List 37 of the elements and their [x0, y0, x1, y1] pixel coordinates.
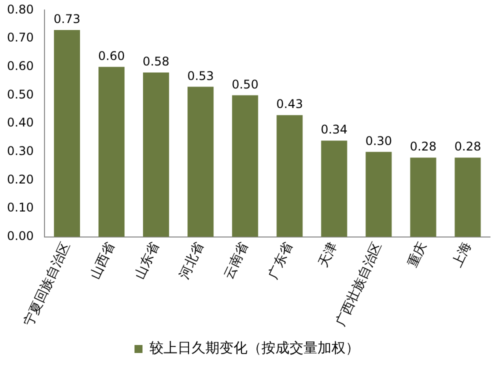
data-label: 0.34 [320, 122, 348, 137]
bar [98, 66, 125, 237]
bar [232, 95, 258, 237]
y-tick-label: 0.40 [7, 116, 34, 130]
data-label: 0.53 [187, 68, 214, 83]
bar [410, 158, 436, 237]
data-label: 0.30 [365, 134, 392, 148]
x-tick-label: 云南省 [222, 240, 252, 282]
data-label: 0.50 [232, 77, 258, 92]
y-tick-label: 0.30 [7, 144, 34, 158]
y-tick-label: 0.80 [7, 2, 34, 16]
y-tick-label: 0.10 [7, 200, 34, 215]
x-tick-label: 山西省 [88, 240, 118, 282]
y-tick-label: 0.50 [7, 87, 34, 102]
bar [188, 86, 214, 237]
x-tick-label: 重庆 [405, 240, 430, 270]
x-tick-label: 天津 [316, 240, 341, 270]
data-label: 0.28 [410, 140, 437, 154]
bar [143, 72, 170, 237]
data-label: 0.28 [454, 140, 482, 154]
data-label: 0.73 [54, 12, 80, 26]
y-tick-label: 0.20 [7, 172, 34, 186]
x-tick-label: 河北省 [177, 240, 208, 282]
x-tick-label: 上海 [450, 240, 474, 270]
y-tick-label: 0.70 [7, 30, 34, 45]
y-tick-label: 0.60 [7, 59, 34, 74]
x-tick-label: 广东省 [266, 240, 296, 282]
bar [276, 115, 303, 237]
data-label: 0.60 [98, 49, 125, 64]
data-label: 0.43 [276, 97, 303, 112]
x-tick-label: 山东省 [132, 240, 163, 282]
legend-label: 较上日久期变化（按成交量加权） [150, 340, 360, 357]
data-label: 0.58 [142, 54, 170, 69]
bar [454, 158, 481, 237]
bar [321, 140, 348, 237]
bar [366, 152, 392, 237]
bar [54, 30, 80, 237]
